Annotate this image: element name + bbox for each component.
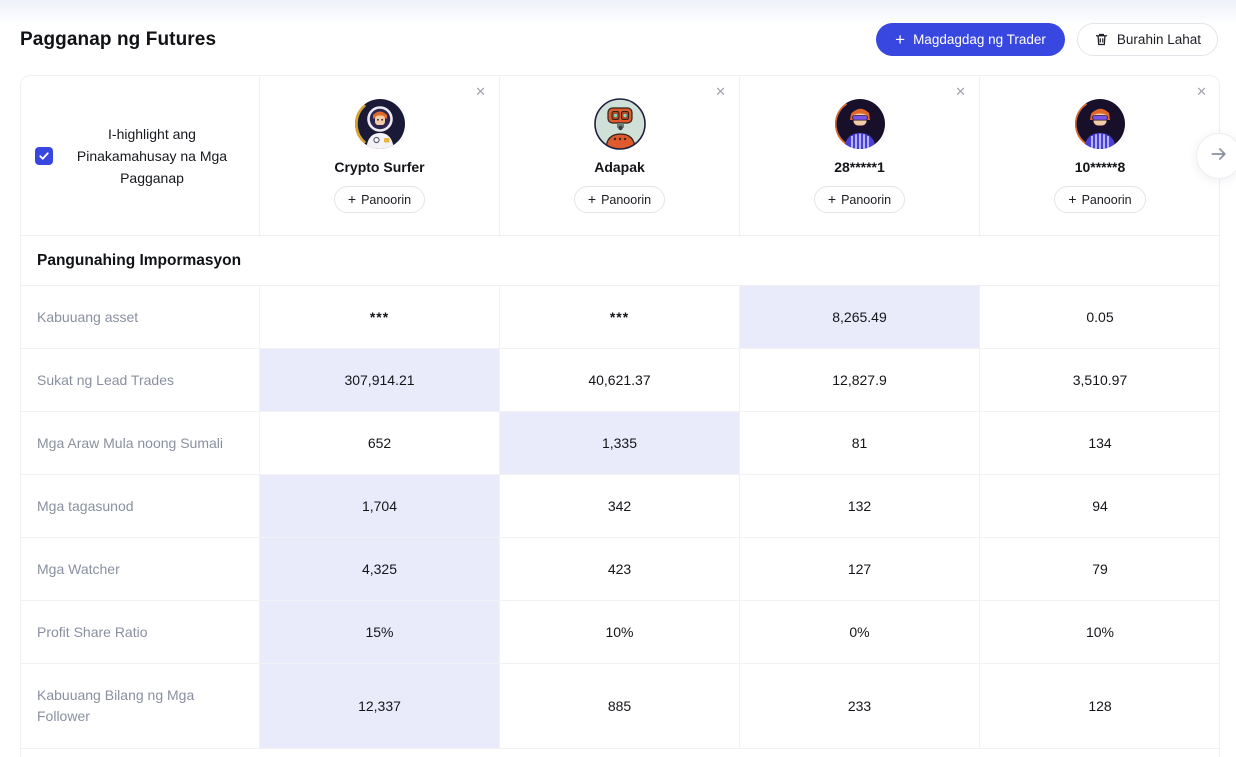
plus-icon: +: [827, 191, 837, 207]
metric-value-cell: 3,510.97: [1072, 372, 1128, 388]
watch-button[interactable]: + Panoorin: [573, 186, 666, 213]
arrow-right-icon: [1209, 144, 1229, 169]
trader-column-header: ✕: [980, 76, 1220, 235]
table-row: Kabuuang asset *** *** 8,265.49 0.05: [21, 286, 1219, 349]
metric-value-cell: 0%: [740, 601, 980, 663]
close-icon[interactable]: ✕: [715, 84, 726, 99]
trader-header-row: I-highlight ang Pinakamahusay na Mga Pag…: [21, 76, 1219, 236]
close-icon[interactable]: ✕: [955, 84, 966, 99]
metric-value-cell: ***: [260, 286, 500, 348]
clear-all-label: Burahin Lahat: [1116, 32, 1201, 47]
page-title: Pagganap ng Futures: [20, 28, 217, 50]
metric-value-cell: 885: [500, 664, 740, 748]
metric-value-cell: 342: [500, 475, 740, 537]
metric-value-cell: 1,704: [260, 475, 500, 537]
trader-column-header: ✕: [740, 76, 980, 235]
metric-label: Kabuuang Bilang ng Mga Follower: [21, 664, 260, 748]
watch-button[interactable]: + Panoorin: [1054, 186, 1146, 213]
close-icon[interactable]: ✕: [1196, 84, 1207, 99]
watch-button-label: Panoorin: [601, 192, 652, 207]
metric-value-cell: 134: [1088, 435, 1112, 451]
table-row: Kabuuang Bilang ng Mga Follower 12,337 8…: [21, 664, 1219, 749]
plus-icon: +: [347, 191, 357, 207]
trader-column-header: ✕ Crypto Surfe: [260, 76, 500, 235]
table-row: Mga Watcher 4,325 423 127 79: [21, 538, 1219, 601]
metric-label: Mga Araw Mula noong Sumali: [21, 412, 260, 474]
trader-column-header: ✕ A: [500, 76, 740, 235]
metric-label: Mga tagasunod: [21, 475, 260, 537]
add-trader-button[interactable]: + Magdagdag ng Trader: [876, 23, 1065, 56]
highlight-checkbox-label: I-highlight ang Pinakamahusay na Mga Pag…: [76, 125, 228, 186]
metric-value-cell: 233: [740, 664, 980, 748]
robot-avatar: [593, 98, 646, 150]
metric-value-cell: 94: [1092, 498, 1108, 514]
metric-value-cell: 128: [1088, 698, 1112, 714]
metric-value-cell: 12,337: [260, 664, 500, 748]
metric-value-cell: ***: [500, 286, 740, 348]
metric-value-cell: 10%: [500, 601, 740, 663]
man-sunglasses-avatar: [1074, 98, 1126, 150]
plus-icon: +: [587, 191, 597, 207]
metric-value-cell: 4,325: [260, 538, 500, 600]
plus-icon: +: [1068, 191, 1077, 207]
metric-label: Kabuuang asset: [21, 286, 260, 348]
clear-all-button[interactable]: Burahin Lahat: [1076, 23, 1218, 56]
metric-value-cell: 423: [500, 538, 740, 600]
metric-label: Sukat ng Lead Trades: [21, 349, 260, 411]
watch-button[interactable]: + Panoorin: [813, 186, 906, 213]
table-row-partial: [21, 749, 1219, 757]
watch-button[interactable]: + Panoorin: [333, 186, 426, 213]
checkmark-icon: [38, 150, 50, 162]
metric-label: Profit Share Ratio: [21, 601, 260, 663]
trader-name: 10*****8: [1074, 159, 1126, 175]
astronaut-avatar: [354, 98, 406, 150]
scroll-next-button[interactable]: [1196, 133, 1236, 179]
watch-button-label: Panoorin: [1081, 192, 1132, 207]
metric-value-cell: 652: [260, 412, 500, 474]
watch-button-label: Panoorin: [841, 192, 892, 207]
table-row: Mga tagasunod 1,704 342 132 94: [21, 475, 1219, 538]
metric-value-cell: 10%: [1085, 624, 1115, 640]
comparison-table: I-highlight ang Pinakamahusay na Mga Pag…: [20, 75, 1220, 757]
section-title: Pangunahing Impormasyon: [37, 251, 242, 269]
plus-icon: +: [895, 29, 906, 49]
trash-icon: [1094, 32, 1109, 47]
table-row: Sukat ng Lead Trades 307,914.21 40,621.3…: [21, 349, 1219, 412]
metric-label: Mga Watcher: [21, 538, 260, 600]
topbar: Pagganap ng Futures + Magdagdag ng Trade…: [0, 0, 1236, 60]
man-sunglasses-avatar: [834, 98, 886, 150]
metric-value-cell: 12,827.9: [740, 349, 980, 411]
metric-value-cell: 307,914.21: [260, 349, 500, 411]
metric-value-cell: 81: [740, 412, 980, 474]
metric-value-cell: 15%: [260, 601, 500, 663]
topbar-actions: + Magdagdag ng Trader Burahin Lahat: [876, 23, 1218, 56]
metric-value-cell: 132: [740, 475, 980, 537]
metric-value-cell: 40,621.37: [500, 349, 740, 411]
table-row: Mga Araw Mula noong Sumali 652 1,335 81 …: [21, 412, 1219, 475]
watch-button-label: Panoorin: [361, 192, 412, 207]
trader-name: 28*****1: [834, 159, 885, 175]
close-icon[interactable]: ✕: [475, 84, 486, 99]
add-trader-label: Magdagdag ng Trader: [913, 32, 1046, 47]
table-row: Profit Share Ratio 15% 10% 0% 10%: [21, 601, 1219, 664]
metric-value-cell: 79: [1092, 561, 1108, 577]
metric-value-cell: 8,265.49: [740, 286, 980, 348]
trader-name: Crypto Surfer: [334, 159, 425, 175]
metric-value-cell: 0.05: [1086, 309, 1114, 325]
section-header: Pangunahing Impormasyon: [21, 236, 1219, 286]
highlight-checkbox[interactable]: [35, 146, 53, 165]
metric-value-cell: 127: [740, 538, 980, 600]
highlight-best-cell: I-highlight ang Pinakamahusay na Mga Pag…: [21, 76, 260, 235]
trader-name: Adapak: [594, 159, 645, 175]
metric-value-cell: 1,335: [500, 412, 740, 474]
